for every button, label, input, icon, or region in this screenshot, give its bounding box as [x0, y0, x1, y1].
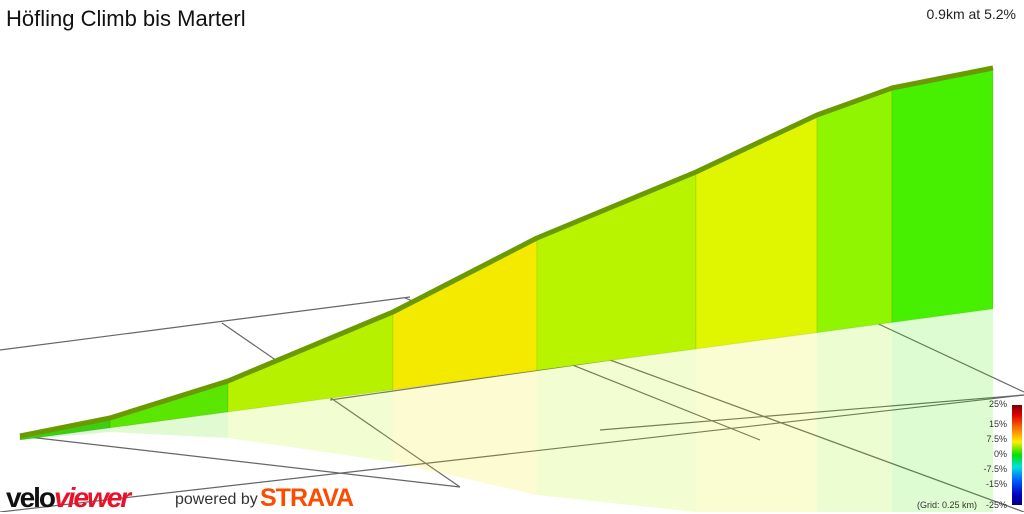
profile-top-edge	[19, 65, 994, 439]
gradient-segment	[392, 237, 538, 391]
gradient-segment	[816, 87, 893, 334]
legend-tick: 15%	[988, 419, 1007, 429]
grid-line	[19, 435, 461, 488]
legend-tick: 7.5%	[986, 434, 1007, 444]
grid-line	[869, 319, 1024, 393]
legend-tick: 25%	[988, 399, 1007, 409]
reflection-segment	[892, 308, 993, 512]
profile-reflection	[20, 308, 993, 512]
top-edge-line	[19, 65, 994, 439]
reflection-segment	[393, 370, 537, 495]
reflection-segment	[537, 348, 696, 512]
grid-line	[609, 359, 1024, 512]
grid-line	[0, 296, 411, 351]
gradient-segment	[891, 67, 994, 324]
powered-by-text: powered by	[175, 491, 258, 508]
reflection-segment	[228, 389, 393, 462]
legend-tick: 0%	[993, 449, 1007, 459]
strava-logo[interactable]: STRAVA	[260, 484, 354, 512]
climb-summary: 0.9km at 5.2%	[926, 6, 1017, 22]
reflection-segment	[696, 332, 817, 512]
reflection-segment	[817, 322, 892, 512]
reflection-segment	[110, 411, 228, 438]
grid-line	[599, 394, 1024, 431]
gradient-segment	[695, 114, 818, 350]
gradient-segment	[536, 171, 697, 371]
gradient-legend-bar	[1012, 405, 1022, 505]
legend-tick: -25%	[985, 500, 1007, 510]
grid-scale-note: (Grid: 0.25 km)	[916, 500, 977, 510]
legend-tick: -15%	[985, 479, 1007, 489]
veloviewer-logo[interactable]: veloviewer	[6, 482, 131, 513]
page-title: Höfling Climb bis Marterl	[6, 6, 246, 31]
grid-line	[221, 322, 461, 488]
legend-tick: -7.5%	[983, 464, 1007, 474]
grid-line	[0, 394, 1024, 512]
